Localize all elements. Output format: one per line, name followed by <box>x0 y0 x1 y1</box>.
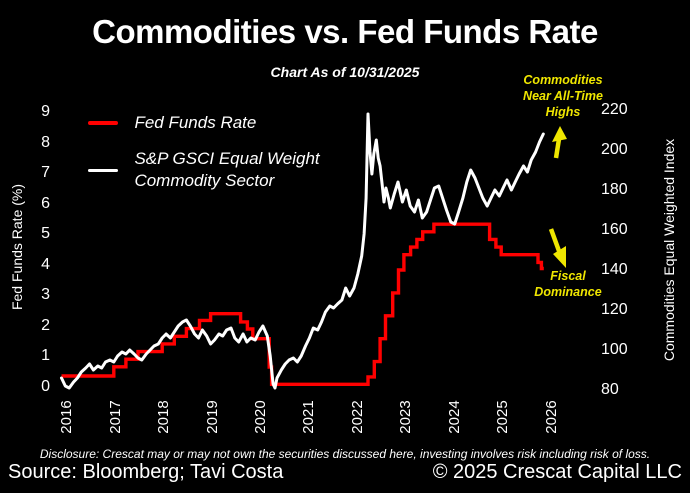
commodity-index-line <box>60 112 545 390</box>
x-axis-tick-2021: 2021 <box>300 400 318 434</box>
down-arrow-icon <box>548 228 566 268</box>
left-axis-tick-4: 4 <box>41 255 50 273</box>
left-axis-tick-8: 8 <box>41 133 50 151</box>
disclosure-text: Disclosure: Crescat may or may not own t… <box>39 447 651 461</box>
right-axis-tick-180: 180 <box>601 181 628 198</box>
annotation-fiscal-dominance: Fiscal Dominance <box>534 269 602 299</box>
series-lines <box>60 112 545 390</box>
legend-label-commodity-line1: S&P GSCI Equal Weight <box>134 149 320 168</box>
x-axis-tick-2017: 2017 <box>106 400 124 434</box>
right-axis-tick-200: 200 <box>601 141 628 158</box>
page-title: Commodities vs. Fed Funds Rate <box>92 13 598 50</box>
x-axis-tick-2018: 2018 <box>155 400 173 434</box>
commodity-line-swatch <box>88 168 118 172</box>
source-text: Source: Bloomberg; Tavi Costa <box>8 461 284 483</box>
left-axis-tick-2: 2 <box>41 316 50 334</box>
left-axis-tick-5: 5 <box>41 225 50 243</box>
x-axis-tick-2025: 2025 <box>494 400 512 434</box>
x-axis-tick-2016: 2016 <box>58 400 76 434</box>
right-axis-tick-160: 160 <box>601 221 628 238</box>
right-axis-tick-120: 120 <box>601 301 628 318</box>
right-axis-tick-80: 80 <box>601 381 619 398</box>
right-axis-tick-140: 140 <box>601 261 628 278</box>
x-axis-tick-2022: 2022 <box>348 400 366 434</box>
left-axis-tick-7: 7 <box>41 164 50 182</box>
chart-subtitle: Chart As of 10/31/2025 <box>270 64 420 80</box>
left-axis-tick-1: 1 <box>41 347 50 365</box>
fed-funds-rate-line <box>61 222 544 386</box>
copyright-text: © 2025 Crescat Capital LLC <box>432 461 682 483</box>
x-axis-tick-2020: 2020 <box>251 400 269 434</box>
right-axis-tick-220: 220 <box>601 101 628 118</box>
left-axis-tick-3: 3 <box>41 286 50 304</box>
up-arrow-icon <box>552 126 567 159</box>
x-axis-tick-2024: 2024 <box>445 400 463 434</box>
x-axis-tick-2019: 2019 <box>203 400 221 434</box>
left-axis-tick-0: 0 <box>41 378 50 395</box>
legend-item-fed-funds: Fed Funds Rate <box>88 112 320 134</box>
right-axis-tick-100: 100 <box>601 341 628 358</box>
annotation-commodities-highs: Commodities Near All-Time Highs <box>523 73 603 119</box>
x-axis-tick-2023: 2023 <box>397 400 415 434</box>
legend-label-commodity-line2: Commodity Sector <box>134 171 275 190</box>
left-axis-tick-9: 9 <box>41 103 50 121</box>
legend-label-fed-funds: Fed Funds Rate <box>134 113 257 132</box>
x-axis-tick-2026: 2026 <box>542 400 560 434</box>
legend-item-commodity: S&P GSCI Equal Weight Commodity Sector <box>88 148 320 192</box>
fed-funds-line-swatch <box>88 121 118 125</box>
left-axis-tick-6: 6 <box>41 194 50 212</box>
legend: Fed Funds Rate S&P GSCI Equal Weight Com… <box>88 112 320 206</box>
